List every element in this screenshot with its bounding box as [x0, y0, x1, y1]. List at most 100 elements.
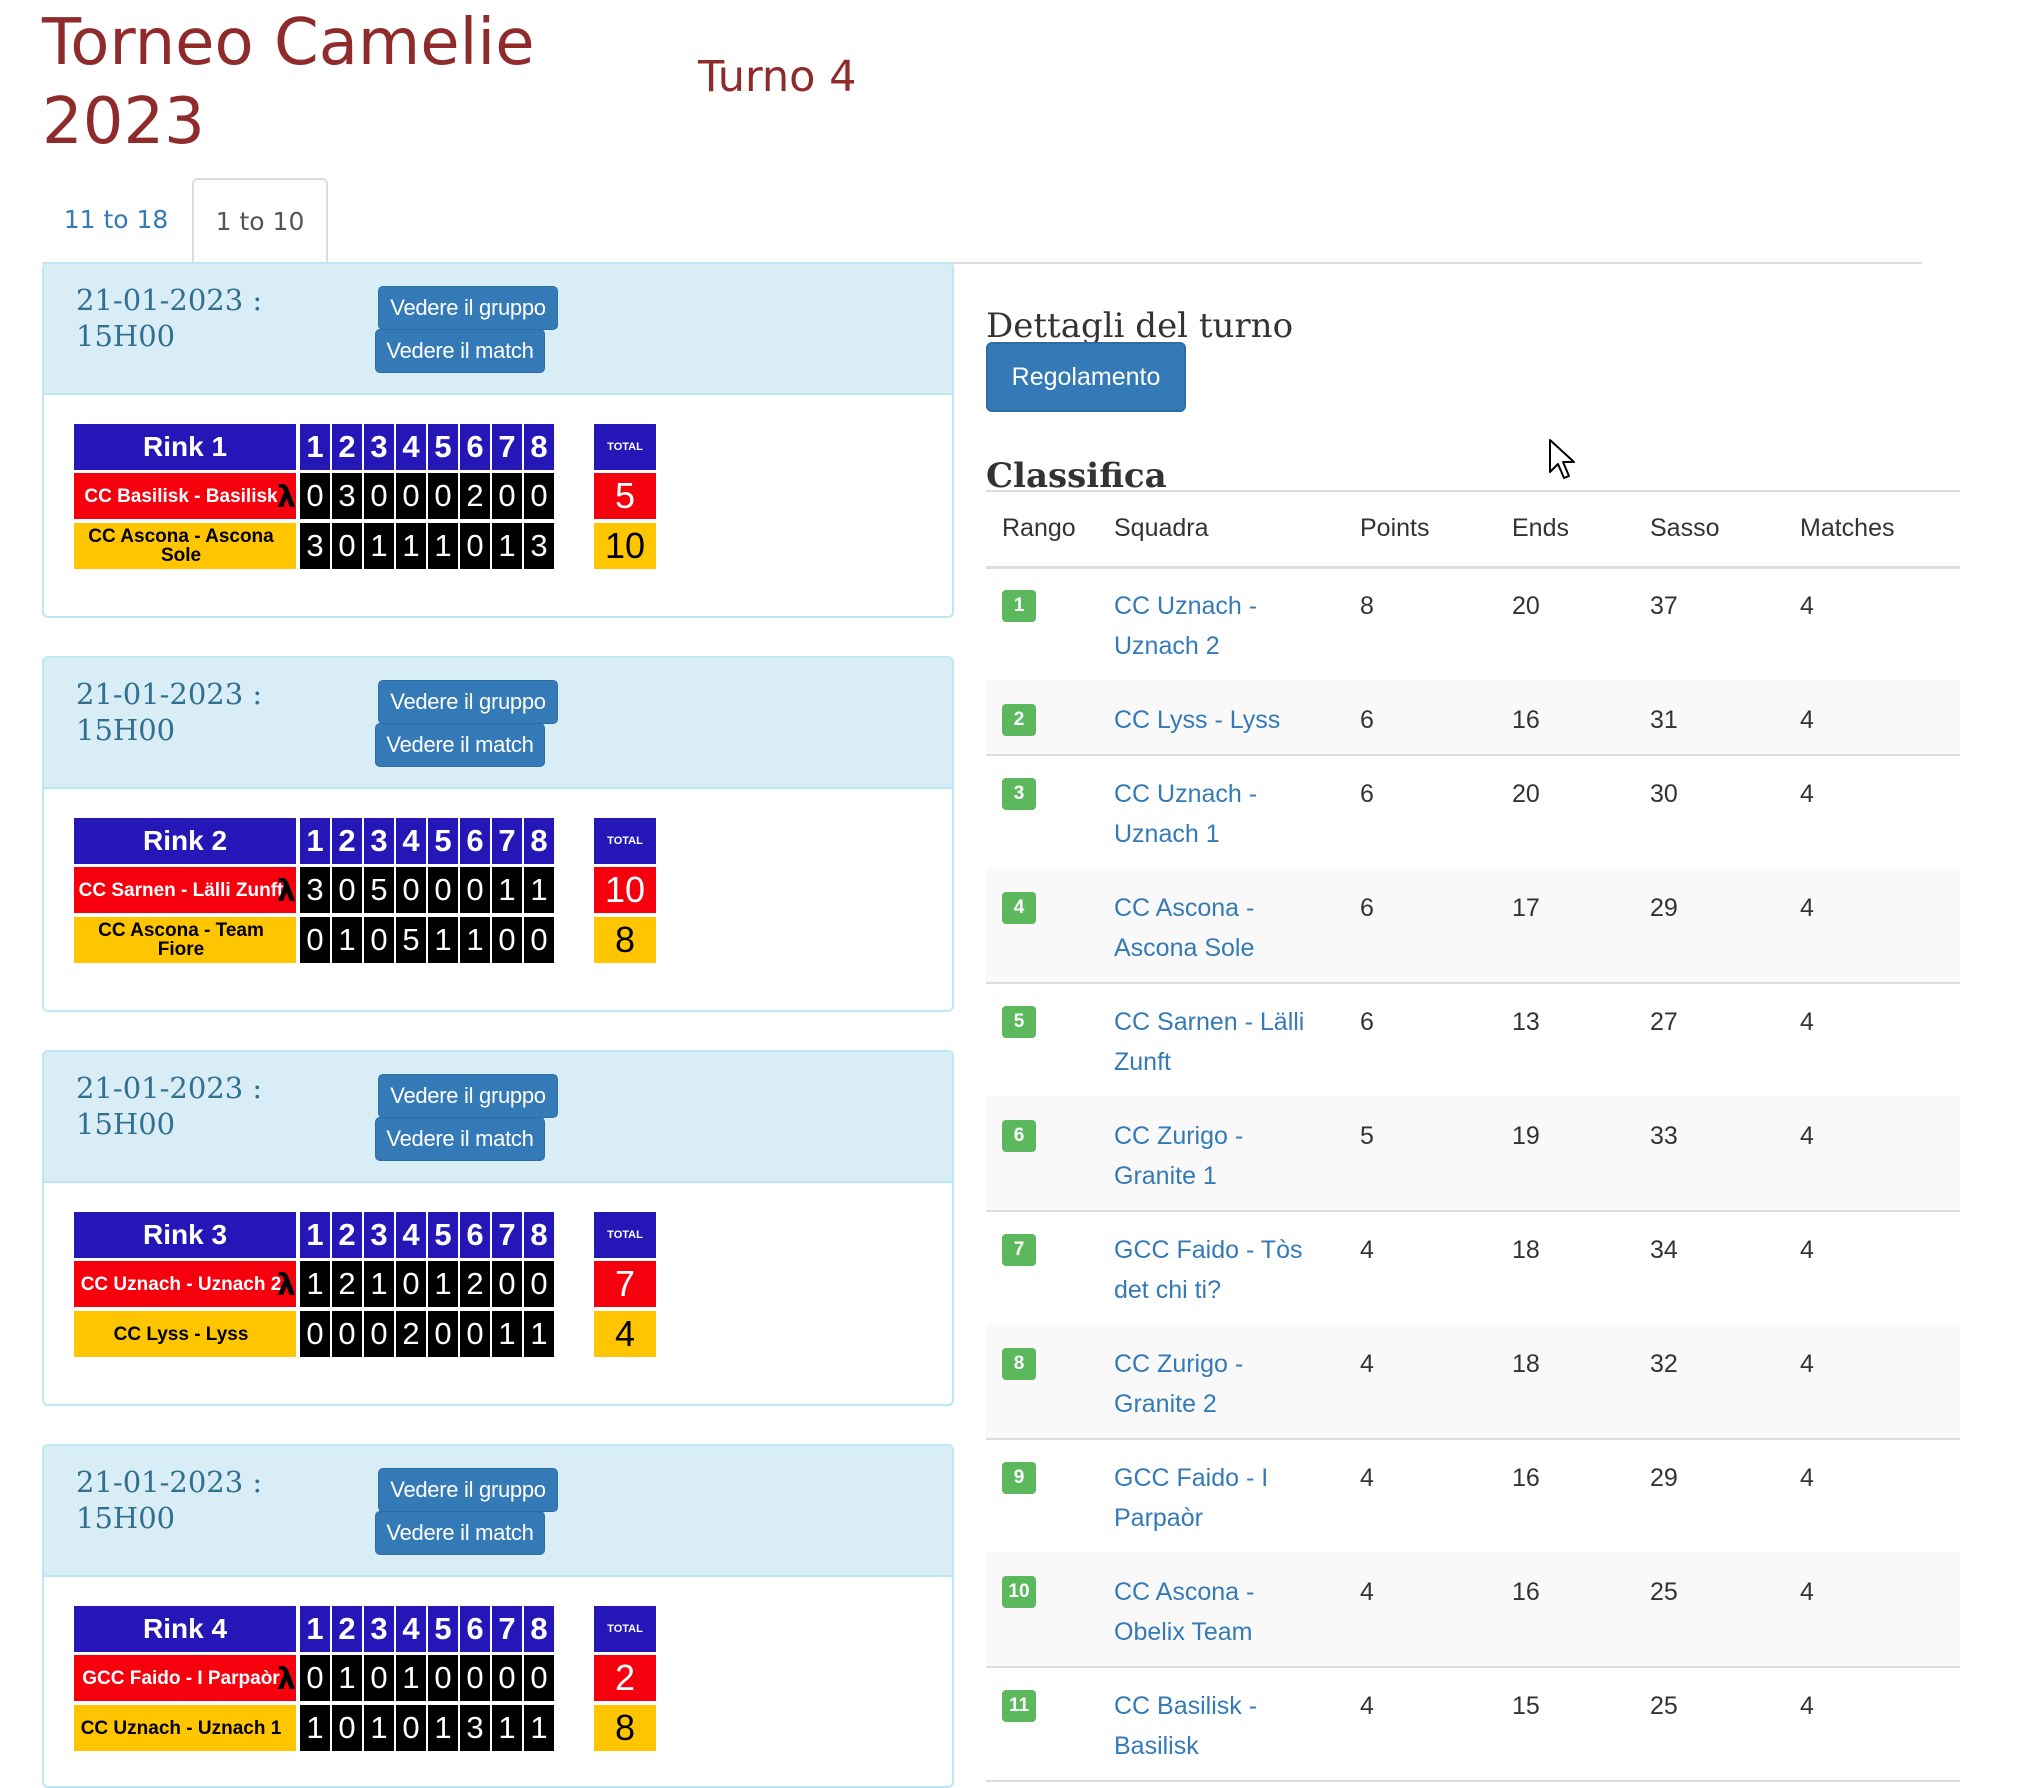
- cell-matches: 4: [1800, 1122, 1814, 1150]
- team-link[interactable]: CC Sarnen - Lälli Zunft: [1114, 1008, 1305, 1076]
- cell-matches: 4: [1800, 1578, 1814, 1606]
- end-score-red: 0: [300, 1655, 330, 1701]
- team-red-name: CC Basilisk - Basilisk: [74, 473, 296, 519]
- team-yellow-name: CC Lyss - Lyss: [74, 1311, 296, 1357]
- match-datetime: 21-01-2023 : 15H00: [76, 1071, 263, 1141]
- cell-matches: 4: [1800, 1236, 1814, 1264]
- team-link[interactable]: GCC Faido - I Parpaòr: [1114, 1464, 1269, 1532]
- team-link[interactable]: CC Ascona - Ascona Sole: [1114, 894, 1255, 962]
- rank-badge: 1: [1002, 590, 1036, 622]
- view-match-button[interactable]: Vedere il match: [375, 723, 545, 767]
- end-score-red: 2: [460, 473, 490, 519]
- end-number: 7: [492, 424, 522, 470]
- rank-badge: 9: [1002, 1462, 1036, 1494]
- end-score-red: 0: [428, 867, 458, 913]
- cell-matches: 4: [1800, 706, 1814, 734]
- page-title: Torneo Camelie 2023: [42, 6, 535, 159]
- end-number: 7: [492, 818, 522, 864]
- end-score-red: 0: [428, 1655, 458, 1701]
- end-score-red: 0: [396, 473, 426, 519]
- end-number: 8: [524, 818, 554, 864]
- standings-row: 9 GCC Faido - I Parpaòr 4 16 29 4: [986, 1438, 1960, 1554]
- end-number: 1: [300, 424, 330, 470]
- view-match-button[interactable]: Vedere il match: [375, 1117, 545, 1161]
- end-number: 8: [524, 1212, 554, 1258]
- end-number: 4: [396, 1606, 426, 1652]
- end-score-yellow: 0: [428, 1311, 458, 1357]
- view-group-button[interactable]: Vedere il gruppo: [378, 1468, 558, 1512]
- team-link[interactable]: CC Uznach - Uznach 2: [1114, 592, 1258, 660]
- standings-row: 1 CC Uznach - Uznach 2 8 20 37 4: [986, 566, 1960, 682]
- rink-label: Rink 1: [74, 424, 296, 470]
- col-rank[interactable]: Rango: [1002, 514, 1076, 542]
- view-group-button[interactable]: Vedere il gruppo: [378, 286, 558, 330]
- team-link[interactable]: CC Uznach - Uznach 1: [1114, 780, 1258, 848]
- col-ends[interactable]: Ends: [1512, 514, 1569, 542]
- end-score-yellow: 3: [300, 523, 330, 569]
- team-yellow-name: CC Ascona - Team Fiore: [74, 917, 296, 963]
- cell-ends: 20: [1512, 780, 1540, 808]
- standings-row: 10 CC Ascona - Obelix Team 4 16 25 4: [986, 1552, 1960, 1668]
- end-score-yellow: 2: [396, 1311, 426, 1357]
- end-score-yellow: 0: [332, 1311, 362, 1357]
- end-score-red: 3: [300, 867, 330, 913]
- view-group-button[interactable]: Vedere il gruppo: [378, 680, 558, 724]
- total-yellow: 10: [594, 523, 656, 569]
- end-score-yellow: 1: [460, 917, 490, 963]
- end-number: 4: [396, 818, 426, 864]
- col-points[interactable]: Points: [1360, 514, 1430, 542]
- end-score-red: 0: [364, 473, 394, 519]
- end-score-yellow: 1: [492, 523, 522, 569]
- rules-button[interactable]: Regolamento: [986, 342, 1186, 412]
- end-score-red: 0: [524, 1655, 554, 1701]
- col-sasso[interactable]: Sasso: [1650, 514, 1720, 542]
- team-link[interactable]: GCC Faido - Tòs det chi ti?: [1114, 1236, 1303, 1304]
- end-number: 4: [396, 1212, 426, 1258]
- col-team[interactable]: Squadra: [1114, 514, 1209, 542]
- team-link[interactable]: CC Lyss - Lyss: [1114, 706, 1281, 734]
- rank-badge: 7: [1002, 1234, 1036, 1266]
- view-match-button[interactable]: Vedere il match: [375, 1511, 545, 1555]
- view-match-button[interactable]: Vedere il match: [375, 329, 545, 373]
- team-link[interactable]: CC Zurigo - Granite 2: [1114, 1350, 1244, 1418]
- total-red: 5: [594, 473, 656, 519]
- end-score-yellow: 1: [524, 1705, 554, 1751]
- team-link[interactable]: CC Basilisk - Basilisk: [1114, 1692, 1258, 1760]
- end-score-red: 0: [300, 473, 330, 519]
- tab-bar: 11 to 18 1 to 10: [42, 178, 1922, 266]
- cell-sasso: 29: [1650, 1464, 1678, 1492]
- rink-label: Rink 3: [74, 1212, 296, 1258]
- cell-points: 4: [1360, 1578, 1374, 1606]
- cell-sasso: 34: [1650, 1236, 1678, 1264]
- cell-sasso: 37: [1650, 592, 1678, 620]
- end-score-yellow: 0: [300, 917, 330, 963]
- tab-11-to-18[interactable]: 11 to 18: [63, 205, 169, 234]
- team-link[interactable]: CC Ascona - Obelix Team: [1114, 1578, 1255, 1646]
- cell-points: 8: [1360, 592, 1374, 620]
- round-label: Turno 4: [698, 52, 857, 102]
- cell-points: 6: [1360, 706, 1374, 734]
- end-score-yellow: 3: [524, 523, 554, 569]
- end-number: 8: [524, 424, 554, 470]
- cell-ends: 15: [1512, 1692, 1540, 1720]
- end-score-yellow: 1: [364, 523, 394, 569]
- team-link[interactable]: CC Zurigo - Granite 1: [1114, 1122, 1244, 1190]
- end-number: 2: [332, 424, 362, 470]
- cell-matches: 4: [1800, 1692, 1814, 1720]
- end-number: 4: [396, 424, 426, 470]
- tab-1-to-10[interactable]: 1 to 10: [192, 178, 328, 266]
- col-matches[interactable]: Matches: [1800, 514, 1895, 542]
- end-number: 7: [492, 1606, 522, 1652]
- end-number: 6: [460, 424, 490, 470]
- rink-label: Rink 2: [74, 818, 296, 864]
- match-datetime: 21-01-2023 : 15H00: [76, 1465, 263, 1535]
- end-number: 5: [428, 424, 458, 470]
- scoreboard: Rink 4 GCC Faido - I Parpaòr CC Uznach - U…: [74, 1606, 656, 1756]
- view-group-button[interactable]: Vedere il gruppo: [378, 1074, 558, 1118]
- end-score-yellow: 1: [396, 523, 426, 569]
- cell-matches: 4: [1800, 780, 1814, 808]
- rank-badge: 10: [1002, 1576, 1036, 1608]
- cell-matches: 4: [1800, 1008, 1814, 1036]
- end-score-red: 2: [332, 1261, 362, 1307]
- end-score-red: 1: [364, 1261, 394, 1307]
